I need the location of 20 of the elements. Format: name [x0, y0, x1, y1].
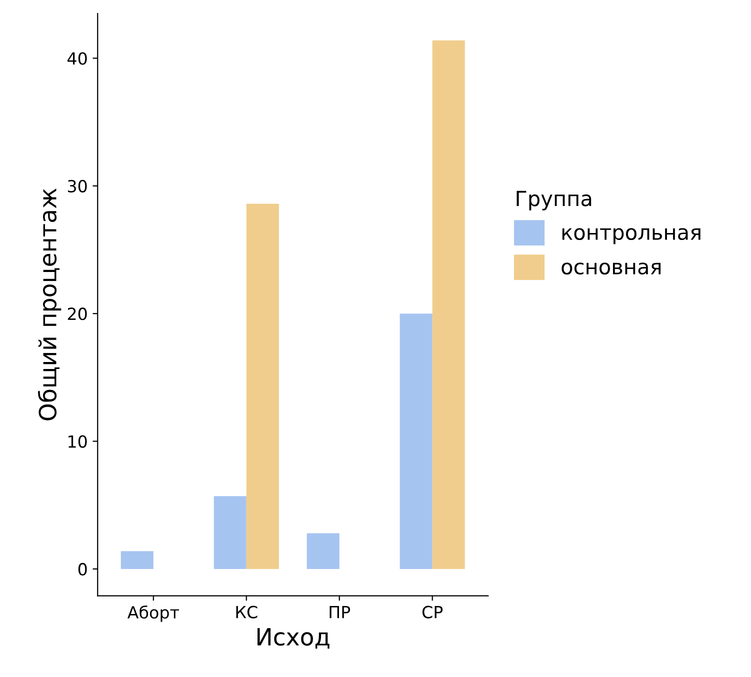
- bar: [214, 496, 246, 569]
- legend-title: Группа: [516, 190, 592, 210]
- x-tick-label: СР: [422, 606, 443, 618]
- y-tick-label: 30: [68, 180, 87, 192]
- bar: [306, 533, 340, 569]
- x-axis-title: Исход: [258, 628, 330, 649]
- legend-label: основная: [562, 262, 661, 275]
- bar: [120, 551, 154, 569]
- bar: [246, 204, 279, 569]
- bar: [400, 314, 432, 569]
- legend-label: контрольная: [562, 228, 700, 244]
- y-tick-label: 20: [68, 308, 87, 320]
- y-axis-title: Общий процентаж: [38, 188, 62, 420]
- x-tick-label: ПР: [330, 606, 350, 618]
- x-tick-label: Аборт: [127, 605, 180, 622]
- x-tick-label: КС: [236, 606, 258, 618]
- y-tick-label: 40: [68, 52, 87, 65]
- y-tick-label: 0: [78, 562, 87, 576]
- bar: [432, 40, 465, 569]
- y-tick-label: 10: [68, 435, 87, 448]
